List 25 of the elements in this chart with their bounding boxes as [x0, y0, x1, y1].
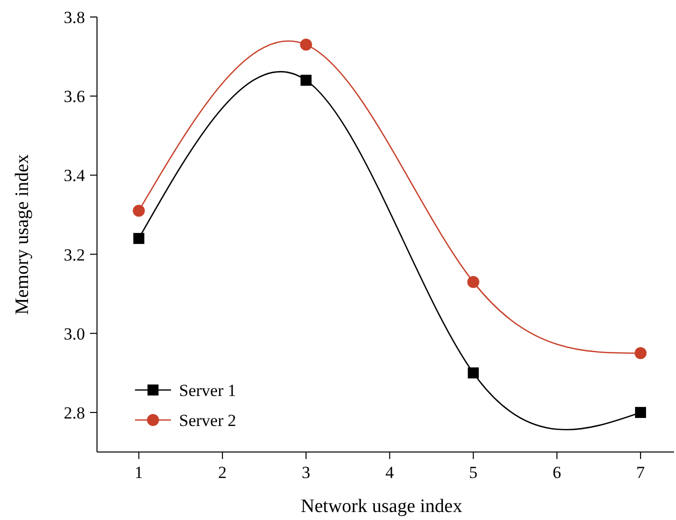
point	[132, 204, 145, 217]
y-tick-label: 3.6	[64, 87, 85, 106]
y-axis-title: Memory usage index	[12, 154, 33, 315]
x-tick-label: 7	[636, 463, 646, 482]
y-tick-label: 3.8	[64, 8, 85, 27]
point	[467, 276, 480, 288]
y-tick-label: 3.2	[64, 245, 85, 264]
point	[468, 367, 479, 378]
x-tick-label: 1	[134, 463, 144, 482]
x-tick-label: 2	[218, 463, 227, 482]
x-tick-label: 6	[552, 463, 562, 482]
x-tick-label: 5	[469, 463, 478, 482]
x-tick-label: 4	[385, 463, 394, 482]
point	[300, 38, 312, 51]
x-tick-label: 3	[302, 463, 310, 482]
legend-label: Server 2	[179, 411, 236, 430]
point	[300, 74, 312, 86]
point	[635, 406, 646, 418]
point	[634, 347, 647, 360]
legend-label: Server 1	[179, 381, 236, 400]
x-axis-title: Network usage index	[300, 496, 463, 517]
y-tick-label: 3.0	[64, 324, 85, 344]
y-tick-label: 3.4	[64, 166, 86, 186]
y-tick-label: 2.8	[64, 403, 85, 422]
point	[133, 232, 144, 244]
